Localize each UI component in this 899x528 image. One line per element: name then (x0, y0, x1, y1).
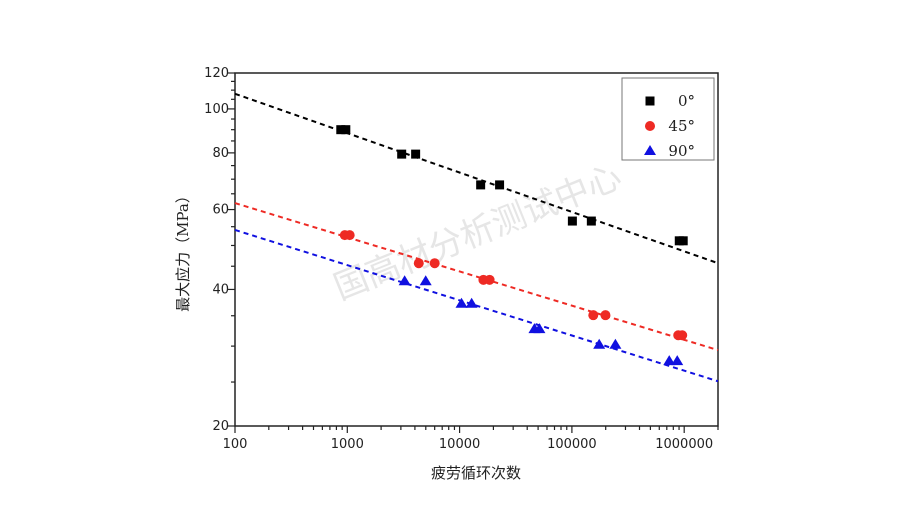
y-tick-label: 20 (212, 419, 229, 434)
legend-label: 0° (678, 92, 695, 110)
fit-line-2 (234, 228, 719, 383)
data-point (336, 125, 346, 135)
legend-label: 45° (668, 117, 695, 135)
x-tick-label: 100000 (547, 437, 597, 452)
data-point (465, 297, 478, 308)
y-axis-label: 最大应力（MPa） (174, 188, 192, 312)
data-point (586, 216, 596, 226)
data-point (678, 236, 688, 246)
legend-box (621, 77, 715, 161)
data-point (413, 258, 424, 269)
data-point (609, 338, 622, 349)
legend: 0° 45° 90° (621, 77, 715, 161)
x-axis-label: 疲劳循环次数 (431, 464, 521, 482)
fit-line-0 (234, 92, 719, 265)
legend-marker (645, 121, 655, 131)
data-point (429, 258, 440, 269)
data-point (476, 180, 486, 190)
data-point (677, 330, 688, 341)
watermark: 国高材分析测试中心 (328, 157, 627, 309)
fit-line-1 (234, 202, 719, 352)
data-point (344, 230, 355, 241)
data-point (341, 125, 351, 135)
x-tick-label: 100 (223, 437, 248, 452)
x-tick-label: 1000 (331, 437, 364, 452)
x-tick-label: 1000000 (655, 437, 713, 452)
plot-frame (234, 72, 719, 427)
y-tick-label: 40 (212, 282, 229, 297)
data-point (567, 216, 577, 226)
data-point (455, 297, 468, 308)
data-point (671, 355, 684, 366)
data-point (495, 180, 505, 190)
data-point (398, 275, 411, 286)
y-tick-label: 100 (204, 102, 229, 117)
data-point (533, 323, 546, 334)
data-point (593, 338, 606, 349)
legend-marker (645, 96, 655, 106)
data-point (419, 275, 432, 286)
data-point (663, 355, 676, 366)
y-tick-label: 60 (212, 203, 229, 218)
y-tick-label: 120 (204, 66, 229, 81)
data-point (588, 310, 599, 321)
data-point (397, 149, 407, 159)
legend-marker (644, 145, 656, 155)
data-point (600, 310, 611, 321)
y-tick-label: 80 (212, 146, 229, 161)
x-tick-label: 10000 (439, 437, 480, 452)
data-point (484, 274, 495, 285)
data-point (411, 149, 421, 159)
legend-label: 90° (668, 142, 695, 160)
